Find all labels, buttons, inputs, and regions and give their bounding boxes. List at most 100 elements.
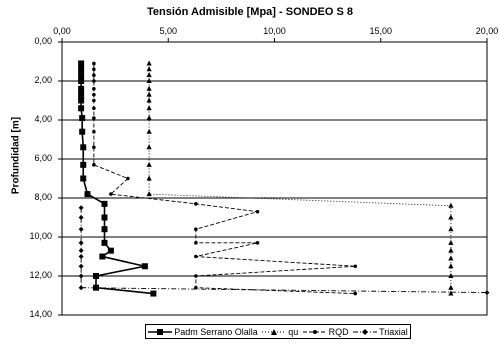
legend-item-triaxial: Triaxial xyxy=(353,327,408,337)
data-point-padm-serrano-olalla xyxy=(141,263,148,270)
data-point-qu xyxy=(146,105,152,111)
data-point-rqd xyxy=(194,241,198,245)
data-point-padm-serrano-olalla xyxy=(101,200,108,207)
data-point-triaxial xyxy=(78,215,84,220)
data-point-padm-serrano-olalla xyxy=(78,97,85,104)
data-point-triaxial xyxy=(78,273,84,279)
data-point-padm-serrano-olalla xyxy=(107,247,114,254)
data-point-qu xyxy=(146,175,152,181)
data-point-rqd xyxy=(353,264,358,269)
y-tick-label: 8,00 xyxy=(34,192,52,202)
data-point-qu xyxy=(146,144,152,150)
data-point-padm-serrano-olalla xyxy=(101,226,108,233)
data-point-padm-serrano-olalla xyxy=(78,85,85,92)
legend-item-rqd: RQD xyxy=(302,327,349,337)
data-point-qu xyxy=(448,226,454,232)
chart-title: Tensión Admisible [Mpa] - SONDEO S 8 xyxy=(147,6,353,18)
legend-label-padm: Padm Serrano Olalla xyxy=(174,326,258,337)
data-point-rqd xyxy=(194,285,198,290)
data-point-qu xyxy=(448,290,454,296)
legend-item-qu: qu xyxy=(262,327,298,337)
x-tick-label: 10,00 xyxy=(263,26,286,36)
x-tick-label: 15,00 xyxy=(369,26,393,36)
data-point-rqd xyxy=(255,209,260,214)
data-point-qu xyxy=(146,128,152,134)
data-point-rqd xyxy=(92,61,96,66)
data-point-rqd xyxy=(255,241,260,245)
data-point-triaxial xyxy=(78,226,84,232)
data-point-triaxial xyxy=(78,263,84,269)
data-point-rqd xyxy=(92,98,96,103)
y-tick-label: 12,00 xyxy=(29,270,52,280)
data-point-padm-serrano-olalla xyxy=(78,78,85,84)
data-point-qu xyxy=(448,255,454,261)
data-point-triaxial xyxy=(78,240,84,246)
data-point-qu xyxy=(448,202,454,208)
data-point-qu xyxy=(146,60,152,66)
data-point-padm-serrano-olalla xyxy=(78,60,85,67)
x-tick-label: 20,00 xyxy=(475,26,499,36)
data-point-padm-serrano-olalla xyxy=(78,105,85,112)
data-point-padm-serrano-olalla xyxy=(78,91,85,98)
plot-frame xyxy=(61,41,488,316)
data-point-padm-serrano-olalla xyxy=(79,115,86,122)
data-point-qu xyxy=(146,161,152,167)
data-point-padm-serrano-olalla xyxy=(80,175,87,182)
data-point-rqd xyxy=(353,291,358,296)
data-point-padm-serrano-olalla xyxy=(84,191,91,198)
legend-label-qu: qu xyxy=(288,326,299,337)
series-line-rqd xyxy=(93,63,356,294)
y-tick-label: 6,00 xyxy=(34,153,52,163)
series-line-qu xyxy=(148,63,452,294)
y-tick-label: 14,00 xyxy=(29,309,52,319)
data-point-qu xyxy=(448,284,454,290)
y-tick-label: 0,00 xyxy=(34,36,52,46)
data-point-rqd xyxy=(92,73,96,77)
data-point-triaxial xyxy=(78,254,84,259)
data-point-triaxial xyxy=(78,205,84,211)
y-tick-label: 2,00 xyxy=(34,75,52,85)
data-point-padm-serrano-olalla xyxy=(80,144,87,151)
data-point-qu xyxy=(146,91,152,97)
data-point-triaxial xyxy=(78,248,84,254)
y-tick-label: 10,00 xyxy=(29,231,52,241)
x-tick-label: 0,00 xyxy=(53,26,71,36)
y-tick-label: 4,00 xyxy=(34,114,52,124)
data-point-qu xyxy=(146,97,152,103)
data-point-padm-serrano-olalla xyxy=(150,290,157,297)
data-point-rqd xyxy=(92,92,96,97)
data-point-padm-serrano-olalla xyxy=(99,253,106,260)
data-point-qu xyxy=(146,66,152,72)
data-point-qu xyxy=(146,78,152,83)
data-point-rqd xyxy=(109,192,113,196)
data-point-qu xyxy=(448,214,454,220)
data-point-rqd xyxy=(194,274,198,278)
series-line-padm-serrano-olalla xyxy=(80,63,154,295)
x-tick-label: 5,00 xyxy=(159,26,178,36)
chart-legend: Padm Serrano Olalla qu RQD Triaxial xyxy=(145,324,411,339)
data-point-rqd xyxy=(194,254,198,259)
legend-label-triaxial: Triaxial xyxy=(379,326,408,337)
legend-swatch-triaxial xyxy=(353,328,378,335)
data-point-rqd xyxy=(92,129,96,134)
data-point-padm-serrano-olalla xyxy=(101,239,108,246)
data-point-padm-serrano-olalla xyxy=(78,66,85,73)
data-point-triaxial xyxy=(78,285,84,291)
data-point-rqd xyxy=(92,116,96,120)
series-line-triaxial xyxy=(80,207,488,294)
data-point-padm-serrano-olalla xyxy=(80,161,87,168)
data-point-triaxial xyxy=(484,290,490,296)
legend-item-padm: Padm Serrano Olalla xyxy=(148,327,258,337)
data-point-qu xyxy=(146,115,152,121)
data-point-qu xyxy=(146,85,152,91)
data-point-padm-serrano-olalla xyxy=(101,214,108,221)
data-point-rqd xyxy=(92,87,96,91)
data-point-padm-serrano-olalla xyxy=(78,72,85,79)
data-point-qu xyxy=(448,263,454,269)
data-point-qu xyxy=(146,191,152,197)
data-point-rqd xyxy=(92,145,96,150)
legend-swatch-padm xyxy=(148,328,173,335)
legend-swatch-qu xyxy=(262,328,287,335)
data-point-rqd xyxy=(194,202,198,206)
